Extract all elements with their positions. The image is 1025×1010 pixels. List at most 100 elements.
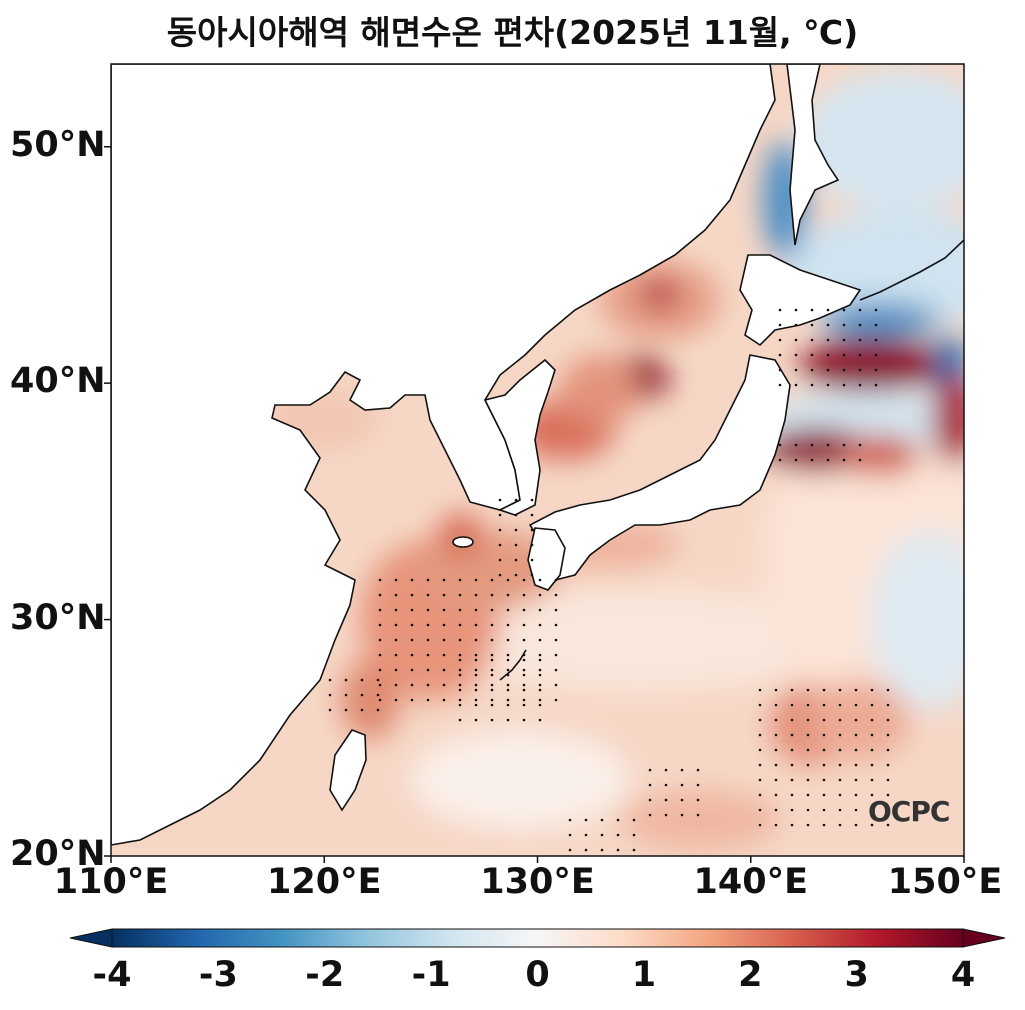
stipple-dot — [842, 383, 846, 387]
stipple-dot — [522, 623, 526, 627]
stipple-dot — [394, 578, 398, 582]
stipple-dot — [790, 793, 794, 797]
stipple-dot — [806, 808, 810, 812]
stipple-dot — [344, 693, 348, 697]
stipple-dot — [810, 458, 814, 462]
stipple-dot — [632, 818, 636, 822]
stipple-dot — [858, 353, 862, 357]
stipple-dot — [458, 718, 462, 722]
stipple-dot — [870, 733, 874, 737]
stipple-dot — [854, 703, 858, 707]
stipple-dot — [874, 353, 878, 357]
stipple-dot — [474, 668, 478, 672]
stipple-dot — [490, 608, 494, 612]
stipple-dot — [490, 658, 494, 662]
stipple-dot — [870, 703, 874, 707]
stipple-dot — [664, 813, 668, 817]
stipple-dot — [426, 593, 430, 597]
stipple-dot — [514, 558, 518, 562]
stipple-dot — [778, 353, 782, 357]
stipple-dot — [874, 338, 878, 342]
stipple-dot — [490, 623, 494, 627]
stipple-dot — [378, 698, 382, 702]
stipple-dot — [490, 698, 494, 702]
stipple-dot — [822, 793, 826, 797]
stipple-dot — [530, 513, 534, 517]
stipple-dot — [538, 698, 542, 702]
stipple-dot — [774, 748, 778, 752]
stipple-dot — [826, 458, 830, 462]
stipple-dot — [838, 778, 842, 782]
stipple-dot — [410, 683, 414, 687]
axis-tick-marks — [104, 145, 965, 863]
stipple-dot — [410, 638, 414, 642]
stipple-dot — [822, 823, 826, 827]
stipple-dot — [538, 683, 542, 687]
stipple-dot — [498, 498, 502, 502]
stipple-dot — [794, 443, 798, 447]
stipple-dot — [842, 353, 846, 357]
stipple-dot — [790, 688, 794, 692]
stipple-dot — [874, 368, 878, 372]
stipple-dot — [794, 383, 798, 387]
stipple-dot — [854, 823, 858, 827]
stipple-dot — [458, 653, 462, 657]
stipple-dot — [344, 708, 348, 712]
stipple-dot — [648, 768, 652, 772]
stipple-dot — [774, 733, 778, 737]
stipple-dot — [426, 578, 430, 582]
stipple-dot — [522, 703, 526, 707]
stipple-dot — [530, 573, 534, 577]
stipple-dot — [426, 683, 430, 687]
stipple-dot — [514, 528, 518, 532]
stipple-dot — [774, 763, 778, 767]
stipple-dot — [680, 783, 684, 787]
stipple-dot — [886, 808, 890, 812]
stipple-dot — [530, 558, 534, 562]
stipple-dot — [778, 383, 782, 387]
stipple-dot — [498, 573, 502, 577]
stipple-dot — [806, 688, 810, 692]
stipple-dot — [822, 688, 826, 692]
stipple-dot — [506, 698, 510, 702]
stipple-dot — [378, 593, 382, 597]
stipple-dot — [378, 638, 382, 642]
stipple-dot — [838, 823, 842, 827]
stipple-dot — [514, 573, 518, 577]
stipple-dot — [490, 683, 494, 687]
stipple-dot — [506, 608, 510, 612]
stipple-dot — [490, 673, 494, 677]
korean-peninsula — [483, 358, 556, 516]
stipple-dot — [790, 763, 794, 767]
stipple-dot — [806, 733, 810, 737]
stipple-dot — [810, 338, 814, 342]
stipple-dot — [538, 718, 542, 722]
stipple-dot — [874, 308, 878, 312]
stipple-dot — [778, 368, 782, 372]
stipple-dot — [522, 668, 526, 672]
stipple-dot — [538, 623, 542, 627]
stipple-dot — [490, 688, 494, 692]
stipple-dot — [474, 593, 478, 597]
stipple-dot — [426, 653, 430, 657]
stipple-dot — [474, 638, 478, 642]
stipple-dot — [554, 683, 558, 687]
stipple-dot — [870, 688, 874, 692]
stipple-dot — [538, 688, 542, 692]
stipple-dot — [474, 703, 478, 707]
stipple-dot — [442, 593, 446, 597]
stipple-dot — [506, 623, 510, 627]
colorbar-tick-label: 4 — [950, 955, 976, 995]
map-title: 동아시아해역 해면수온 편차(2025년 11월, ℃) — [166, 13, 859, 52]
stipple-dot — [474, 653, 478, 657]
y-tick-label: 30°N — [10, 597, 106, 638]
stipple-dot — [806, 793, 810, 797]
stipple-dot — [506, 593, 510, 597]
stipple-dot — [842, 338, 846, 342]
colorbar-tick-label: -2 — [305, 955, 345, 995]
stipple-dot — [758, 793, 762, 797]
y-tick-label: 50°N — [10, 124, 106, 165]
colorbar-tick-label: 1 — [631, 955, 657, 995]
stipple-dot — [458, 623, 462, 627]
